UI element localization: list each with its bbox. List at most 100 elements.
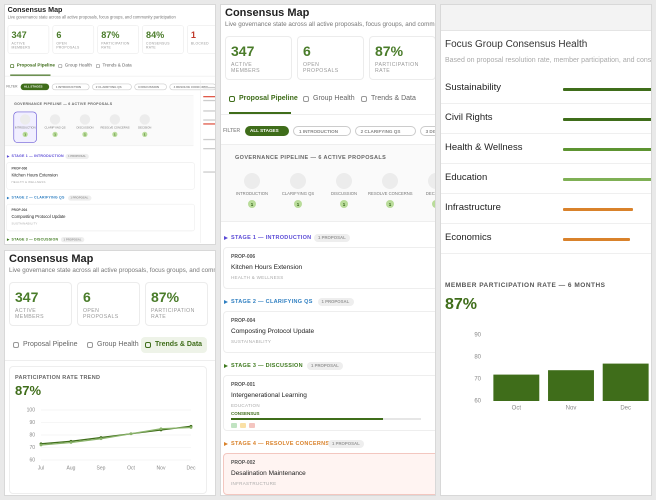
tab[interactable]: Group Health	[64, 63, 92, 69]
divider	[5, 360, 215, 361]
sidebar-line	[203, 171, 215, 173]
stat-label: ACTIVE MEMBERS	[15, 308, 45, 320]
vote-chip	[231, 423, 237, 428]
proposal-id: PROP-006	[11, 166, 28, 171]
proposal-id: PROP-004	[231, 318, 256, 324]
stat-label: OPEN PROPOSALS	[83, 308, 119, 320]
stage-count: 1	[342, 201, 346, 207]
stage-title: STAGE 1 — INTRODUCTION	[11, 154, 64, 159]
proposal-card[interactable]: PROP-002 Desalination Maintenance INFRASTR…	[223, 453, 435, 495]
stage-node	[244, 173, 260, 189]
filter-chip[interactable]: 3 DISCUSSION	[419, 126, 435, 136]
stage-title: STAGE 4 — RESOLVE CONCERNS	[231, 441, 330, 447]
filter-label: FILTER	[6, 84, 18, 89]
panel: Consensus Map Live governance state acros…	[220, 4, 436, 496]
sidebar-line	[203, 119, 215, 121]
tab[interactable]: Trends & Data	[371, 95, 416, 102]
x-tick-label: Nov	[157, 465, 166, 471]
stat-card: 87% PARTICIPATION RATE	[369, 36, 435, 80]
tab[interactable]: Trends & Data	[102, 63, 132, 69]
filter-chip[interactable]: ALL STAGES	[20, 83, 50, 91]
x-tick-label: Dec	[187, 465, 196, 471]
line-series	[40, 426, 192, 446]
tab[interactable]: Proposal Pipeline	[239, 95, 298, 102]
stage-marker	[224, 364, 228, 368]
filter-chip[interactable]: 3 DISCUSSION	[134, 83, 168, 91]
group-label: Education	[445, 172, 488, 183]
filter-chip-label: ALL STAGES	[23, 85, 43, 89]
meter-label: CONSENSUS	[231, 411, 260, 416]
y-tick-label: 60	[474, 399, 481, 405]
stat-label: PARTICIPATION RATE	[151, 308, 195, 320]
divider	[5, 75, 215, 77]
tab[interactable]: Group Health	[313, 95, 355, 102]
pipeline-title: GOVERNANCE PIPELINE — 6 ACTIVE PROPOSALS	[235, 155, 387, 161]
stage-count-badge: 1	[112, 131, 118, 137]
y-tick-label: 60	[29, 457, 35, 463]
stat-card: 87% PARTICIPATION RATE	[145, 282, 208, 326]
panel: Consensus Map Live governance state acros…	[4, 250, 216, 496]
stage-count-badge: 1	[52, 131, 58, 137]
filter-chip[interactable]: 1 INTRODUCTION	[51, 83, 90, 91]
proposal-group: SUSTAINABILITY	[231, 339, 272, 344]
stage-count-badge: 1	[386, 200, 394, 208]
pipeline-card: GOVERNANCE PIPELINE — 6 ACTIVE PROPOSALS…	[221, 144, 436, 222]
filter-chip-label: 2 CLARIFYING QS	[95, 85, 122, 89]
app-title: Consensus Map	[7, 6, 63, 15]
stat-label: BLOCKED	[190, 42, 209, 46]
health-bar	[563, 208, 633, 211]
stat-value: 87%	[375, 43, 404, 59]
tab-icon	[229, 96, 235, 102]
proposal-group: SUSTAINABILITY	[11, 222, 38, 226]
group-label: Sustainability	[445, 82, 501, 93]
y-tick-label: 100	[27, 407, 36, 413]
stage-marker	[6, 155, 10, 158]
filter-chip[interactable]: 2 CLARIFYING QS	[91, 83, 132, 91]
stage-node	[19, 114, 31, 125]
stage-node	[49, 114, 61, 125]
stage-count: 1	[432, 202, 436, 207]
y-tick-label: 70	[29, 445, 35, 451]
filter-chip[interactable]: ALL STAGES	[245, 126, 289, 136]
stage-count: 1	[84, 132, 86, 137]
bar	[602, 363, 649, 401]
stage-badge-label: 1 PROPOSAL	[68, 154, 87, 158]
proposal-card[interactable]: PROP-006 Kitchen Hours Extension HEALTH & …	[6, 162, 195, 190]
filter-chip[interactable]: 2 CLARIFYING QS	[354, 126, 416, 136]
proposal-card[interactable]: PROP-004 Composting Protocol Update SUSTAI…	[223, 311, 435, 353]
stage-node	[382, 173, 398, 189]
row-divider	[441, 193, 651, 194]
group-label: Infrastructure	[445, 202, 501, 213]
proposal-card[interactable]: PROP-006 Kitchen Hours Extension HEALTH & …	[223, 247, 435, 289]
tab[interactable]: Group Health	[97, 341, 139, 348]
filter-chip[interactable]: 4 RESOLVE CONCERNS	[169, 83, 215, 91]
tab[interactable]: Proposal Pipeline	[16, 63, 55, 69]
proposal-id: PROP-004	[11, 208, 28, 213]
tab[interactable]: Proposal Pipeline	[23, 341, 78, 348]
proposal-card[interactable]: PROP-004 Composting Protocol Update SUSTAI…	[6, 203, 195, 232]
proposal-card[interactable]: PROP-001 Intergenerational Learning EDUCAT…	[223, 375, 435, 431]
group-label: Economics	[445, 232, 492, 243]
filter-chip[interactable]: 1 INTRODUCTION	[293, 126, 351, 136]
stage-count: 1	[388, 201, 392, 207]
stage-label: INTRODUCTION	[14, 125, 36, 130]
stat-label: CONSENSUS RATE	[146, 42, 170, 50]
health-bar	[563, 88, 651, 91]
stage-label: RESOLVE CONCERNS	[100, 125, 130, 130]
stage-title: STAGE 2 — CLARIFYING QS	[11, 196, 65, 200]
stat-value: 87%	[151, 289, 180, 305]
line-point	[189, 426, 193, 429]
meter-fill	[231, 418, 383, 420]
chart: 60 70 80 90 Oct Nov Dec	[474, 333, 649, 412]
section-subtitle: Based on proposal resolution rate, membe…	[445, 57, 652, 64]
stage-label: RESOLVE CONCERNS	[368, 191, 413, 196]
filter-chip-label: 3 DISCUSSION	[425, 129, 435, 135]
y-tick-label: 80	[474, 355, 481, 361]
stage-badge-label: 1 PROPOSAL	[332, 440, 360, 446]
stat-label: ACTIVE MEMBERS	[11, 42, 31, 50]
stat-card: 1 BLOCKED	[187, 25, 215, 54]
stage-count: 1	[114, 132, 116, 137]
tab-icon	[96, 64, 100, 69]
panel-content: Consensus Map Live governance state acros…	[221, 5, 436, 495]
tab[interactable]: Trends & Data	[155, 341, 203, 348]
